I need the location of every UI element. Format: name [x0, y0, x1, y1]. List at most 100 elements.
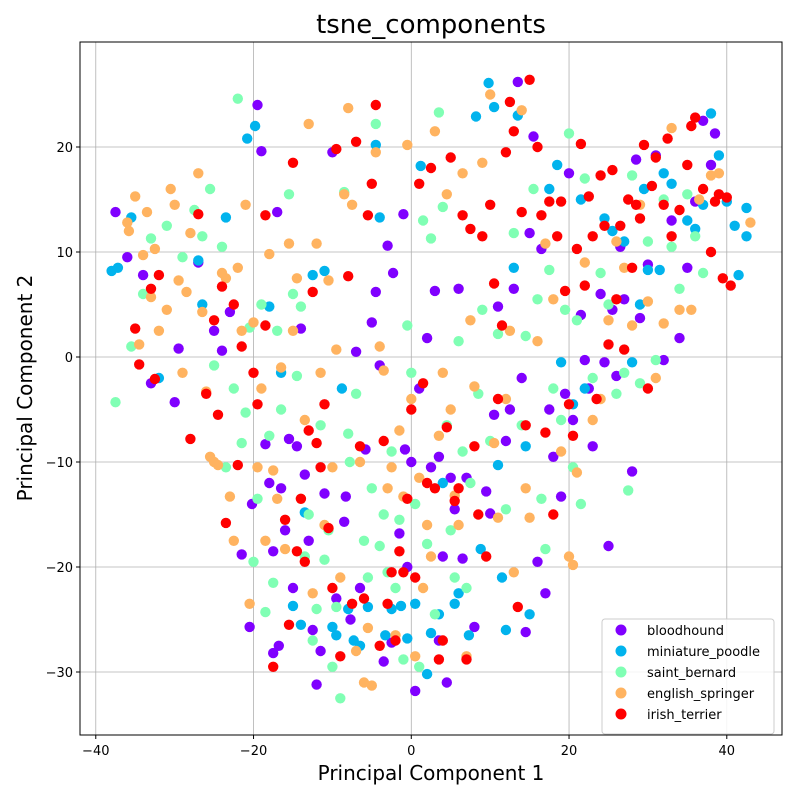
data-point — [488, 409, 500, 420]
data-point — [500, 624, 512, 636]
data-point — [327, 462, 338, 473]
data-point — [319, 399, 330, 410]
data-point — [433, 430, 445, 441]
data-point — [414, 472, 425, 483]
data-point — [414, 661, 425, 672]
data-point — [378, 435, 389, 447]
data-point — [366, 317, 377, 328]
legend: bloodhound miniature_poodle saint_bernarde… — [601, 618, 775, 735]
data-point — [177, 252, 188, 263]
data-point — [421, 332, 433, 344]
data-point — [331, 601, 342, 613]
y-tick-label: −30 — [46, 666, 73, 681]
data-point — [666, 178, 677, 189]
data-point — [425, 627, 437, 639]
data-point — [619, 344, 630, 355]
data-point — [638, 139, 650, 151]
data-point — [224, 491, 236, 502]
data-point — [311, 679, 322, 690]
data-point — [713, 168, 725, 179]
data-point — [619, 236, 630, 247]
data-point — [252, 99, 263, 111]
data-point — [283, 238, 295, 249]
data-point — [504, 96, 516, 108]
data-point — [272, 325, 283, 336]
data-point — [634, 378, 646, 389]
data-point — [630, 199, 642, 210]
data-point — [532, 556, 543, 567]
data-point — [520, 441, 531, 452]
data-point — [552, 159, 563, 171]
data-point — [394, 546, 405, 557]
data-point — [256, 146, 267, 157]
data-point — [236, 549, 247, 560]
data-point — [465, 223, 476, 235]
data-point — [252, 399, 263, 410]
data-point — [504, 404, 516, 415]
data-point — [555, 357, 567, 368]
data-point — [112, 262, 124, 273]
data-point — [626, 262, 638, 273]
data-point — [563, 399, 575, 410]
data-point — [421, 519, 433, 531]
data-point — [477, 231, 488, 242]
data-point — [465, 315, 476, 326]
data-point — [173, 343, 184, 354]
data-point — [303, 118, 314, 130]
data-point — [729, 220, 740, 231]
data-point — [623, 194, 634, 205]
data-point — [634, 213, 646, 224]
data-point — [520, 330, 531, 342]
data-point — [473, 509, 484, 520]
data-point — [331, 344, 342, 355]
data-point — [264, 430, 275, 441]
data-point — [587, 372, 598, 384]
data-point — [587, 441, 598, 452]
data-point — [512, 76, 523, 88]
data-point — [449, 504, 460, 515]
data-point — [717, 273, 728, 284]
y-tick-label: 20 — [56, 141, 73, 156]
data-point — [674, 283, 685, 294]
data-point — [559, 388, 571, 399]
data-point — [650, 354, 661, 366]
data-point — [469, 441, 480, 452]
data-point — [358, 593, 370, 604]
data-point — [532, 141, 543, 153]
data-point — [674, 304, 685, 315]
data-point — [307, 588, 318, 599]
data-point — [532, 336, 543, 347]
y-tick-label: −10 — [46, 456, 73, 471]
data-point — [394, 425, 405, 436]
data-point — [386, 446, 397, 457]
data-point — [599, 220, 610, 231]
data-point — [457, 210, 468, 221]
data-point — [555, 414, 567, 426]
data-point — [153, 325, 165, 336]
data-point — [275, 404, 287, 415]
data-point — [619, 294, 630, 305]
data-point — [713, 189, 725, 200]
data-point — [599, 357, 610, 368]
data-point — [291, 370, 303, 382]
data-point — [244, 621, 255, 633]
data-point — [470, 111, 482, 122]
data-point — [508, 283, 519, 294]
data-point — [212, 409, 224, 420]
data-point — [406, 367, 417, 378]
data-point — [642, 383, 654, 394]
data-point — [331, 630, 342, 641]
data-point — [429, 483, 441, 494]
data-point — [134, 339, 145, 350]
data-point — [399, 444, 411, 455]
data-point — [307, 269, 318, 281]
data-point — [414, 178, 425, 189]
data-point — [544, 196, 555, 207]
data-point — [220, 212, 232, 223]
data-point — [516, 206, 527, 218]
data-point — [122, 252, 133, 263]
data-point — [682, 262, 693, 273]
data-point — [344, 456, 355, 468]
legend-label: english_springer — [647, 687, 755, 702]
